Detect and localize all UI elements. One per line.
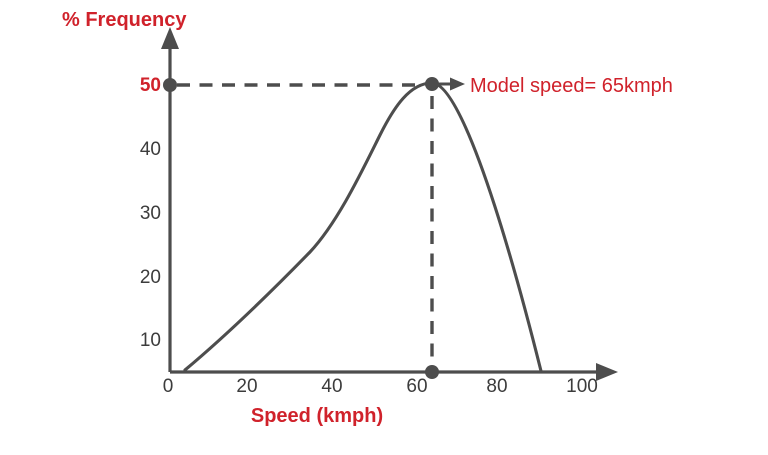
annotation-label: Model speed= 65kmph [470, 75, 673, 97]
x-tick-labels: 0 20 40 60 80 100 [163, 376, 598, 397]
annotation-arrowhead-icon [450, 77, 465, 91]
x-axis-arrowhead-icon [596, 363, 618, 381]
marker-dot-x65 [425, 365, 439, 379]
point-markers [163, 77, 439, 379]
marker-dot-peak [425, 77, 439, 91]
x-tick-20: 20 [236, 376, 257, 397]
y-axis-title: % Frequency [62, 9, 187, 31]
y-axis-arrowhead-icon [161, 27, 179, 49]
y-tick-30: 30 [140, 203, 161, 224]
y-tick-labels: 50 40 30 20 10 [140, 75, 161, 351]
axes [161, 27, 618, 381]
x-tick-100: 100 [566, 376, 598, 397]
frequency-curve [183, 81, 543, 373]
y-tick-20: 20 [140, 267, 161, 288]
x-tick-60: 60 [406, 376, 427, 397]
x-axis-title: Speed (kmph) [251, 405, 383, 427]
y-tick-40: 40 [140, 139, 161, 160]
x-tick-0: 0 [163, 376, 174, 397]
y-tick-10: 10 [140, 330, 161, 351]
y-tick-50: 50 [140, 75, 161, 96]
reference-lines [177, 83, 434, 363]
marker-dot-y50 [163, 78, 177, 92]
x-tick-40: 40 [321, 376, 342, 397]
x-tick-80: 80 [486, 376, 507, 397]
annotation-arrow [437, 77, 465, 91]
